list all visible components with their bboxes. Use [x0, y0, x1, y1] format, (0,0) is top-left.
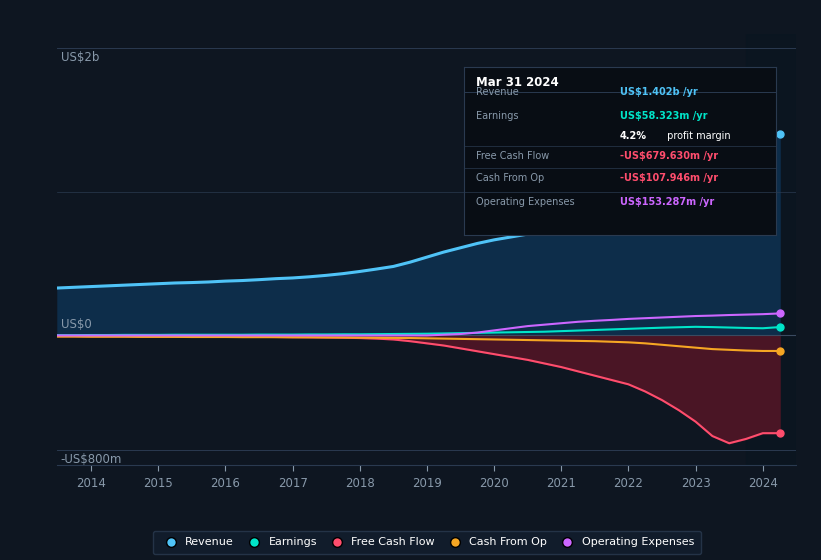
Text: US$1.402b /yr: US$1.402b /yr: [620, 87, 698, 97]
Text: Cash From Op: Cash From Op: [476, 173, 544, 183]
Text: Free Cash Flow: Free Cash Flow: [476, 151, 549, 161]
Text: Revenue: Revenue: [476, 87, 519, 97]
Legend: Revenue, Earnings, Free Cash Flow, Cash From Op, Operating Expenses: Revenue, Earnings, Free Cash Flow, Cash …: [153, 531, 701, 554]
Text: -US$800m: -US$800m: [61, 453, 122, 466]
Text: 4.2%: 4.2%: [620, 131, 647, 141]
Text: -US$679.630m /yr: -US$679.630m /yr: [620, 151, 718, 161]
Text: US$58.323m /yr: US$58.323m /yr: [620, 111, 708, 121]
Text: Mar 31 2024: Mar 31 2024: [476, 76, 559, 88]
Text: Earnings: Earnings: [476, 111, 519, 121]
Text: profit margin: profit margin: [663, 131, 730, 141]
Text: US$0: US$0: [61, 318, 92, 331]
Text: US$153.287m /yr: US$153.287m /yr: [620, 197, 714, 207]
Bar: [746, 34, 796, 465]
Text: Operating Expenses: Operating Expenses: [476, 197, 575, 207]
Text: -US$107.946m /yr: -US$107.946m /yr: [620, 173, 718, 183]
Text: US$2b: US$2b: [61, 51, 99, 64]
